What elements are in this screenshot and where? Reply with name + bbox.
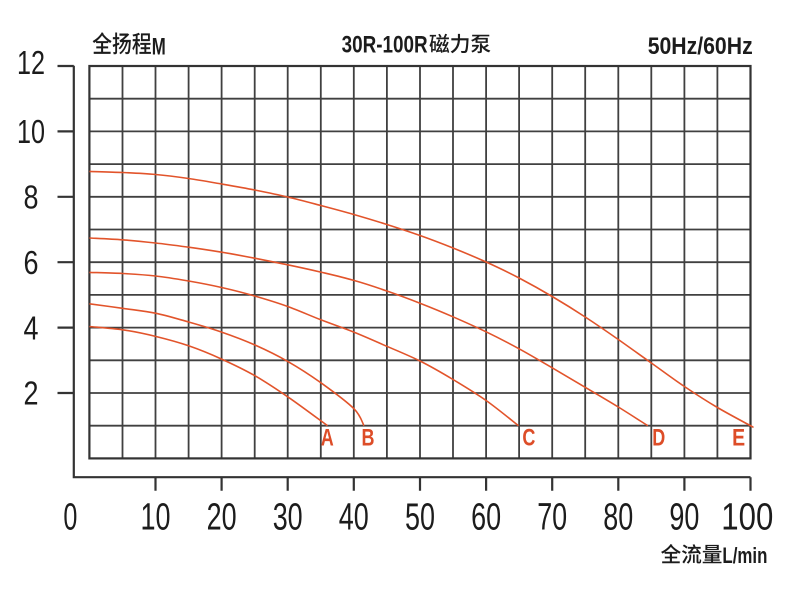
svg-text:90: 90 [669, 496, 699, 538]
svg-text:4: 4 [24, 309, 39, 346]
svg-text:2: 2 [24, 375, 39, 412]
svg-text:50: 50 [405, 496, 435, 538]
svg-text:10: 10 [141, 496, 171, 538]
svg-text:12: 12 [17, 44, 45, 81]
svg-text:A: A [321, 425, 334, 452]
svg-text:40: 40 [339, 496, 369, 538]
svg-text:30R-100R: 30R-100R [342, 31, 428, 58]
svg-text:60: 60 [471, 496, 501, 538]
svg-text:80: 80 [603, 496, 633, 538]
svg-text:E: E [732, 425, 745, 452]
svg-text:L/min: L/min [722, 543, 767, 568]
svg-text:0: 0 [63, 496, 77, 538]
svg-text:20: 20 [207, 496, 237, 538]
svg-text:30: 30 [273, 496, 303, 538]
svg-text:10: 10 [17, 113, 45, 150]
svg-text:8: 8 [24, 179, 39, 216]
svg-text:M: M [152, 33, 166, 60]
svg-text:D: D [652, 425, 665, 452]
svg-text:6: 6 [24, 244, 39, 281]
svg-text:70: 70 [537, 496, 567, 538]
svg-text:C: C [522, 425, 535, 452]
svg-text:50Hz/60Hz: 50Hz/60Hz [648, 33, 753, 60]
svg-text:B: B [362, 425, 375, 452]
svg-text:100: 100 [721, 496, 773, 538]
